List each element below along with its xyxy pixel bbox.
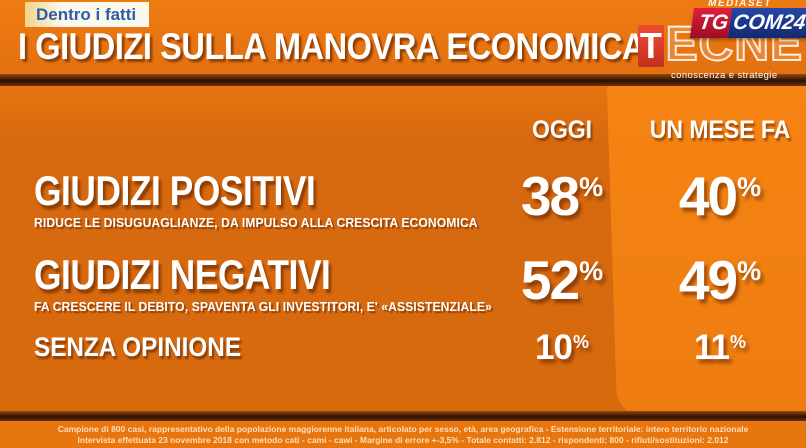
value-number: 38: [520, 165, 580, 227]
value-number: 11: [693, 328, 730, 367]
value-positivi-un-mese-fa: 40%: [634, 164, 806, 228]
value-number: 52: [520, 249, 580, 311]
tgcom24-logo-tg: TG: [689, 8, 733, 38]
separator-band-top: [0, 74, 806, 86]
methodology-footer: Campione di 800 casi, rappresentativo de…: [0, 421, 806, 448]
value-negativi-un-mese-fa: 49%: [634, 248, 806, 312]
value-negativi-oggi: 52%: [492, 248, 632, 312]
value-senza-opinione-oggi: 10%: [492, 328, 632, 368]
tecne-tagline: conoscenza e strategie: [671, 70, 778, 81]
column-header-oggi: OGGI: [531, 116, 593, 144]
percent-sign: %: [579, 172, 604, 202]
value-number: 49: [678, 249, 738, 311]
column-header-un-mese-fa: UN MESE FA: [649, 116, 791, 144]
percent-sign: %: [579, 256, 604, 286]
top-bar: Dentro i fatti I GIUDIZI SULLA MANOVRA E…: [0, 0, 806, 76]
percent-sign: %: [737, 256, 762, 286]
page-title: I GIUDIZI SULLA MANOVRA ECONOMICA: [18, 26, 646, 67]
tecne-logo-t: T: [638, 25, 664, 67]
row-sublabel-giudizi-negativi: FA CRESCERE IL DEBITO, SPAVENTA GLI INVE…: [34, 300, 492, 314]
separator-band-bottom: [0, 411, 806, 421]
tgcom24-logo: TG COM24: [689, 8, 806, 38]
value-number: 10: [535, 328, 573, 367]
percent-sign: %: [737, 172, 762, 202]
methodology-line-2: Intervista effettuata 23 novembre 2018 c…: [77, 435, 729, 445]
row-label-senza-opinione: SENZA OPINIONE: [34, 332, 242, 362]
percent-sign: %: [729, 332, 746, 352]
show-badge: Dentro i fatti: [25, 2, 150, 27]
percent-sign: %: [572, 332, 589, 352]
tgcom24-logo-com: COM24: [728, 8, 806, 38]
methodology-line-1: Campione di 800 casi, rappresentativo de…: [57, 424, 749, 434]
value-number: 40: [678, 165, 738, 227]
show-badge-label: Dentro i fatti: [36, 5, 137, 24]
value-senza-opinione-un-mese-fa: 11%: [634, 328, 806, 368]
row-label-giudizi-positivi: GIUDIZI POSITIVI: [34, 167, 316, 214]
value-positivi-oggi: 38%: [492, 164, 632, 228]
mediaset-label: MEDIASET: [708, 0, 772, 9]
row-sublabel-giudizi-positivi: RIDUCE LE DISUGUAGLIANZE, DA IMPULSO ALL…: [34, 216, 478, 230]
poll-table: OGGI UN MESE FA GIUDIZI POSITIVI RIDUCE …: [0, 86, 806, 411]
row-label-giudizi-negativi: GIUDIZI NEGATIVI: [34, 251, 331, 298]
